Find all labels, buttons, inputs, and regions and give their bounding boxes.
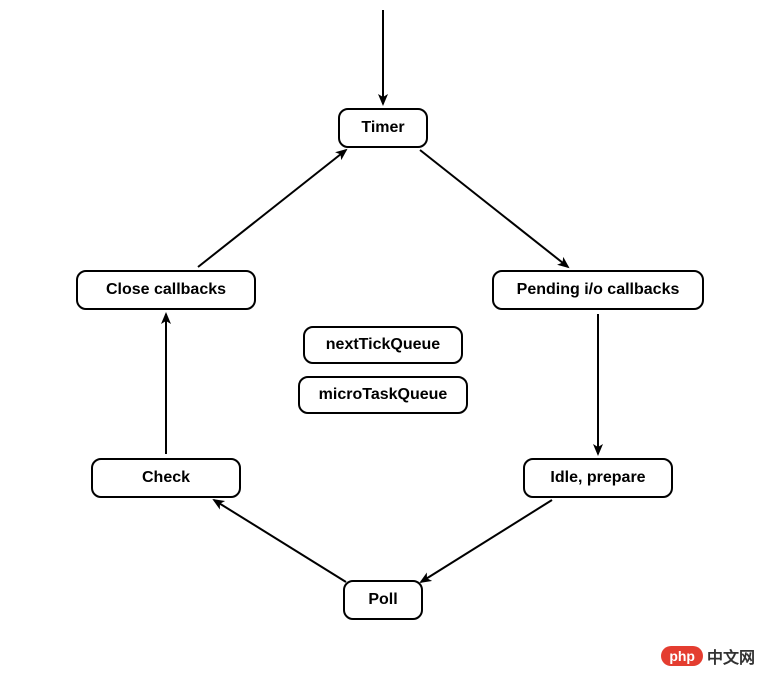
- node-close-callbacks: Close callbacks: [76, 270, 256, 310]
- watermark-logo: php: [661, 646, 703, 666]
- edge-timer-to-pending: [420, 150, 568, 267]
- node-microtask-queue: microTaskQueue: [298, 376, 468, 414]
- edge-close-to-timer: [198, 150, 346, 267]
- node-poll: Poll: [343, 580, 423, 620]
- node-pending-io-callbacks: Pending i/o callbacks: [492, 270, 704, 310]
- watermark-text: 中文网: [707, 644, 755, 668]
- watermark: php 中文网: [661, 644, 755, 668]
- node-idle-prepare: Idle, prepare: [523, 458, 673, 498]
- node-timer: Timer: [338, 108, 428, 148]
- edge-poll-to-check: [214, 500, 346, 582]
- node-nexttick-queue: nextTickQueue: [303, 326, 463, 364]
- edge-idle-to-poll: [421, 500, 552, 582]
- node-check: Check: [91, 458, 241, 498]
